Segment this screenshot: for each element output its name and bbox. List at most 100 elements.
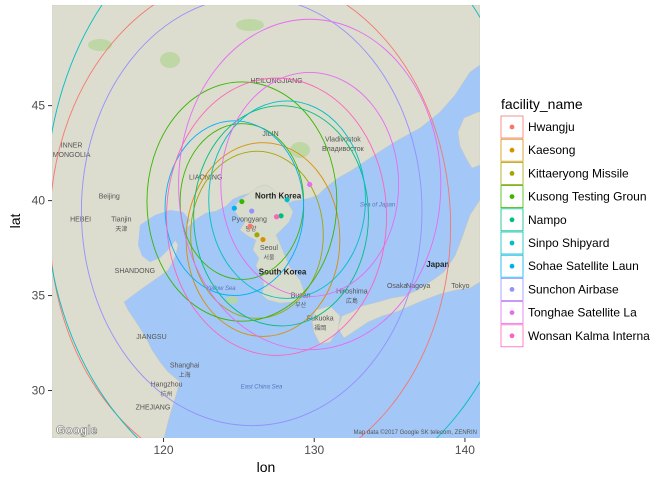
place-label-: 福岡 <box>314 324 326 332</box>
place-label-: 上海 <box>179 371 191 379</box>
place-label-nagoya: Nagoya <box>406 283 430 290</box>
place-label-zhejiang: ZHEJIANG <box>136 405 171 412</box>
legend-item-kusong-testing-groun: Kusong Testing Groun <box>500 185 647 209</box>
facility-point-tonghae-satellite-la <box>307 181 313 188</box>
range-circle-wonsan-kalma-interna-1 <box>166 77 388 356</box>
place-label-sea-of-japan: Sea of Japan <box>360 202 396 208</box>
legend-label: Kaesong <box>528 143 575 157</box>
place-label-japan: Japan <box>426 260 449 269</box>
place-label-tianjin: Tianjin <box>111 217 131 224</box>
place-label-: Владивосток <box>322 146 365 153</box>
legend-item-kittaeryong-missile: Kittaeryong Missile <box>500 161 629 185</box>
facility-point-wonsan-kalma-interna <box>273 214 280 220</box>
map-attribution: Map data ©2017 Google SK telecom, ZENRIN <box>354 429 477 436</box>
y-axis: 30 35 40 45 <box>32 99 52 398</box>
legend-key-point <box>509 240 515 246</box>
place-label-: 평양 <box>245 225 257 233</box>
range-circle-nampo-1 <box>193 105 369 327</box>
legend-key-point <box>509 263 515 269</box>
x-tick-label: 130 <box>304 443 324 457</box>
legend-key-point <box>509 194 515 200</box>
legend-label: Wonsan Kalma Interna <box>528 329 650 343</box>
x-axis: 120 130 140 <box>154 438 475 457</box>
place-label-: 부산 <box>295 301 307 309</box>
place-label-north-korea: North Korea <box>255 192 302 201</box>
place-label-vladivostok: Vladivostok <box>325 137 361 144</box>
place-label-mongolia: MONGOLIA <box>53 152 91 159</box>
legend-label: Sinpo Shipyard <box>528 236 609 250</box>
place-label-heilongjiang: HEILONGJIANG <box>250 78 302 85</box>
place-label-hangzhou: Hangzhou <box>151 382 183 389</box>
legend-label: Kittaeryong Missile <box>528 166 629 180</box>
place-label-fukuoka: Fukuoka <box>307 315 334 322</box>
place-labels: HEILONGJIANG INNER MONGOLIA JILIN LIAONING HE… <box>53 78 470 412</box>
range-circle-tonghae-satellite-la-2 <box>220 71 400 297</box>
range-circle-sunchon-airbase-1 <box>80 5 423 427</box>
legend-key-point <box>509 147 515 153</box>
place-label-osaka: Osaka <box>387 283 407 290</box>
facility-point-kittaeryong-missile <box>254 232 260 238</box>
place-label-pyongyang: Pyongyang <box>232 217 267 224</box>
place-label-: 杭州 <box>161 390 173 398</box>
y-axis-title: lat <box>7 214 23 229</box>
facility-point-sohae-satellite-laun <box>231 205 237 211</box>
legend-items: Hwangju Kaesong Kittaeryong Missile Kusong … <box>500 115 650 348</box>
legend-key-point <box>509 310 515 315</box>
legend-label: Tonghae Satellite La <box>528 306 637 320</box>
place-label-yellow-sea: Yellow Sea <box>206 286 236 292</box>
place-label-jiangsu: JIANGSU <box>136 334 166 341</box>
hokkaido-landmass <box>457 111 480 169</box>
legend-key-point <box>509 217 515 223</box>
facility-points <box>231 181 313 243</box>
mainland-landmass <box>52 5 480 438</box>
place-label-shandong: SHANDONG <box>115 268 155 275</box>
legend-item-hwangju: Hwangju <box>500 115 575 139</box>
google-logo: Google <box>56 423 98 437</box>
vegetation-patches <box>88 19 310 304</box>
legend-item-wonsan-kalma-interna: Wonsan Kalma Interna <box>500 324 650 348</box>
y-tick-label: 30 <box>32 384 46 398</box>
y-tick-label: 40 <box>32 194 46 208</box>
place-label-beijing: Beijing <box>99 194 120 201</box>
range-circles <box>52 5 480 438</box>
place-label-shanghai: Shanghai <box>170 363 200 370</box>
place-label-seoul: Seoul <box>260 245 278 252</box>
range-circle-tonghae-satellite-la-1 <box>178 18 442 351</box>
place-label-jilin: JILIN <box>262 131 278 138</box>
legend-item-nampo: Nampo <box>500 208 567 232</box>
place-label-: 서울 <box>263 253 275 261</box>
legend-item-sunchon-airbase: Sunchon Airbase <box>500 277 619 301</box>
range-circle-kusong-testing-groun-1 <box>146 81 338 322</box>
bohai-sea <box>138 210 190 262</box>
legend-key-point <box>509 124 515 130</box>
legend-label: Nampo <box>528 213 567 227</box>
range-circle-sinpo-shipyard-2 <box>208 100 366 299</box>
x-tick-label: 120 <box>154 443 174 457</box>
legend-item-kaesong: Kaesong <box>500 138 575 162</box>
legend-item-sohae-satellite-laun: Sohae Satellite Laun <box>500 254 639 278</box>
facility-point-sunchon-airbase <box>249 208 255 214</box>
place-label-tokyo: Tokyo <box>451 283 469 290</box>
place-label-liaoning: LIAONING <box>189 175 222 182</box>
legend: facility_name Hwangju Kaesong Kittaeryong … <box>500 96 650 348</box>
legend-label: Sunchon Airbase <box>528 282 619 296</box>
place-label-east-china-sea: East China Sea <box>241 385 283 391</box>
place-label-: 天津 <box>115 226 127 233</box>
legend-title: facility_name <box>501 96 583 112</box>
legend-key-point <box>509 171 515 176</box>
facility-point-nampo <box>278 213 284 219</box>
legend-item-tonghae-satellite-la: Tonghae Satellite La <box>500 301 637 325</box>
facility-point-kusong-testing-groun <box>239 198 245 205</box>
korean-peninsula <box>232 184 305 304</box>
place-label-hiroshima: Hiroshima <box>336 289 368 296</box>
legend-label: Sohae Satellite Laun <box>528 259 639 273</box>
legend-item-sinpo-shipyard: Sinpo Shipyard <box>500 231 609 255</box>
facility-point-kaesong <box>260 236 266 243</box>
legend-key-point <box>509 287 515 292</box>
facility-point-sinpo-shipyard <box>284 197 290 203</box>
range-circle-hwangju-1 <box>52 5 452 438</box>
legend-label: Kusong Testing Groun <box>528 190 647 204</box>
japan-landmass <box>337 199 480 339</box>
y-tick-label: 45 <box>32 99 46 113</box>
